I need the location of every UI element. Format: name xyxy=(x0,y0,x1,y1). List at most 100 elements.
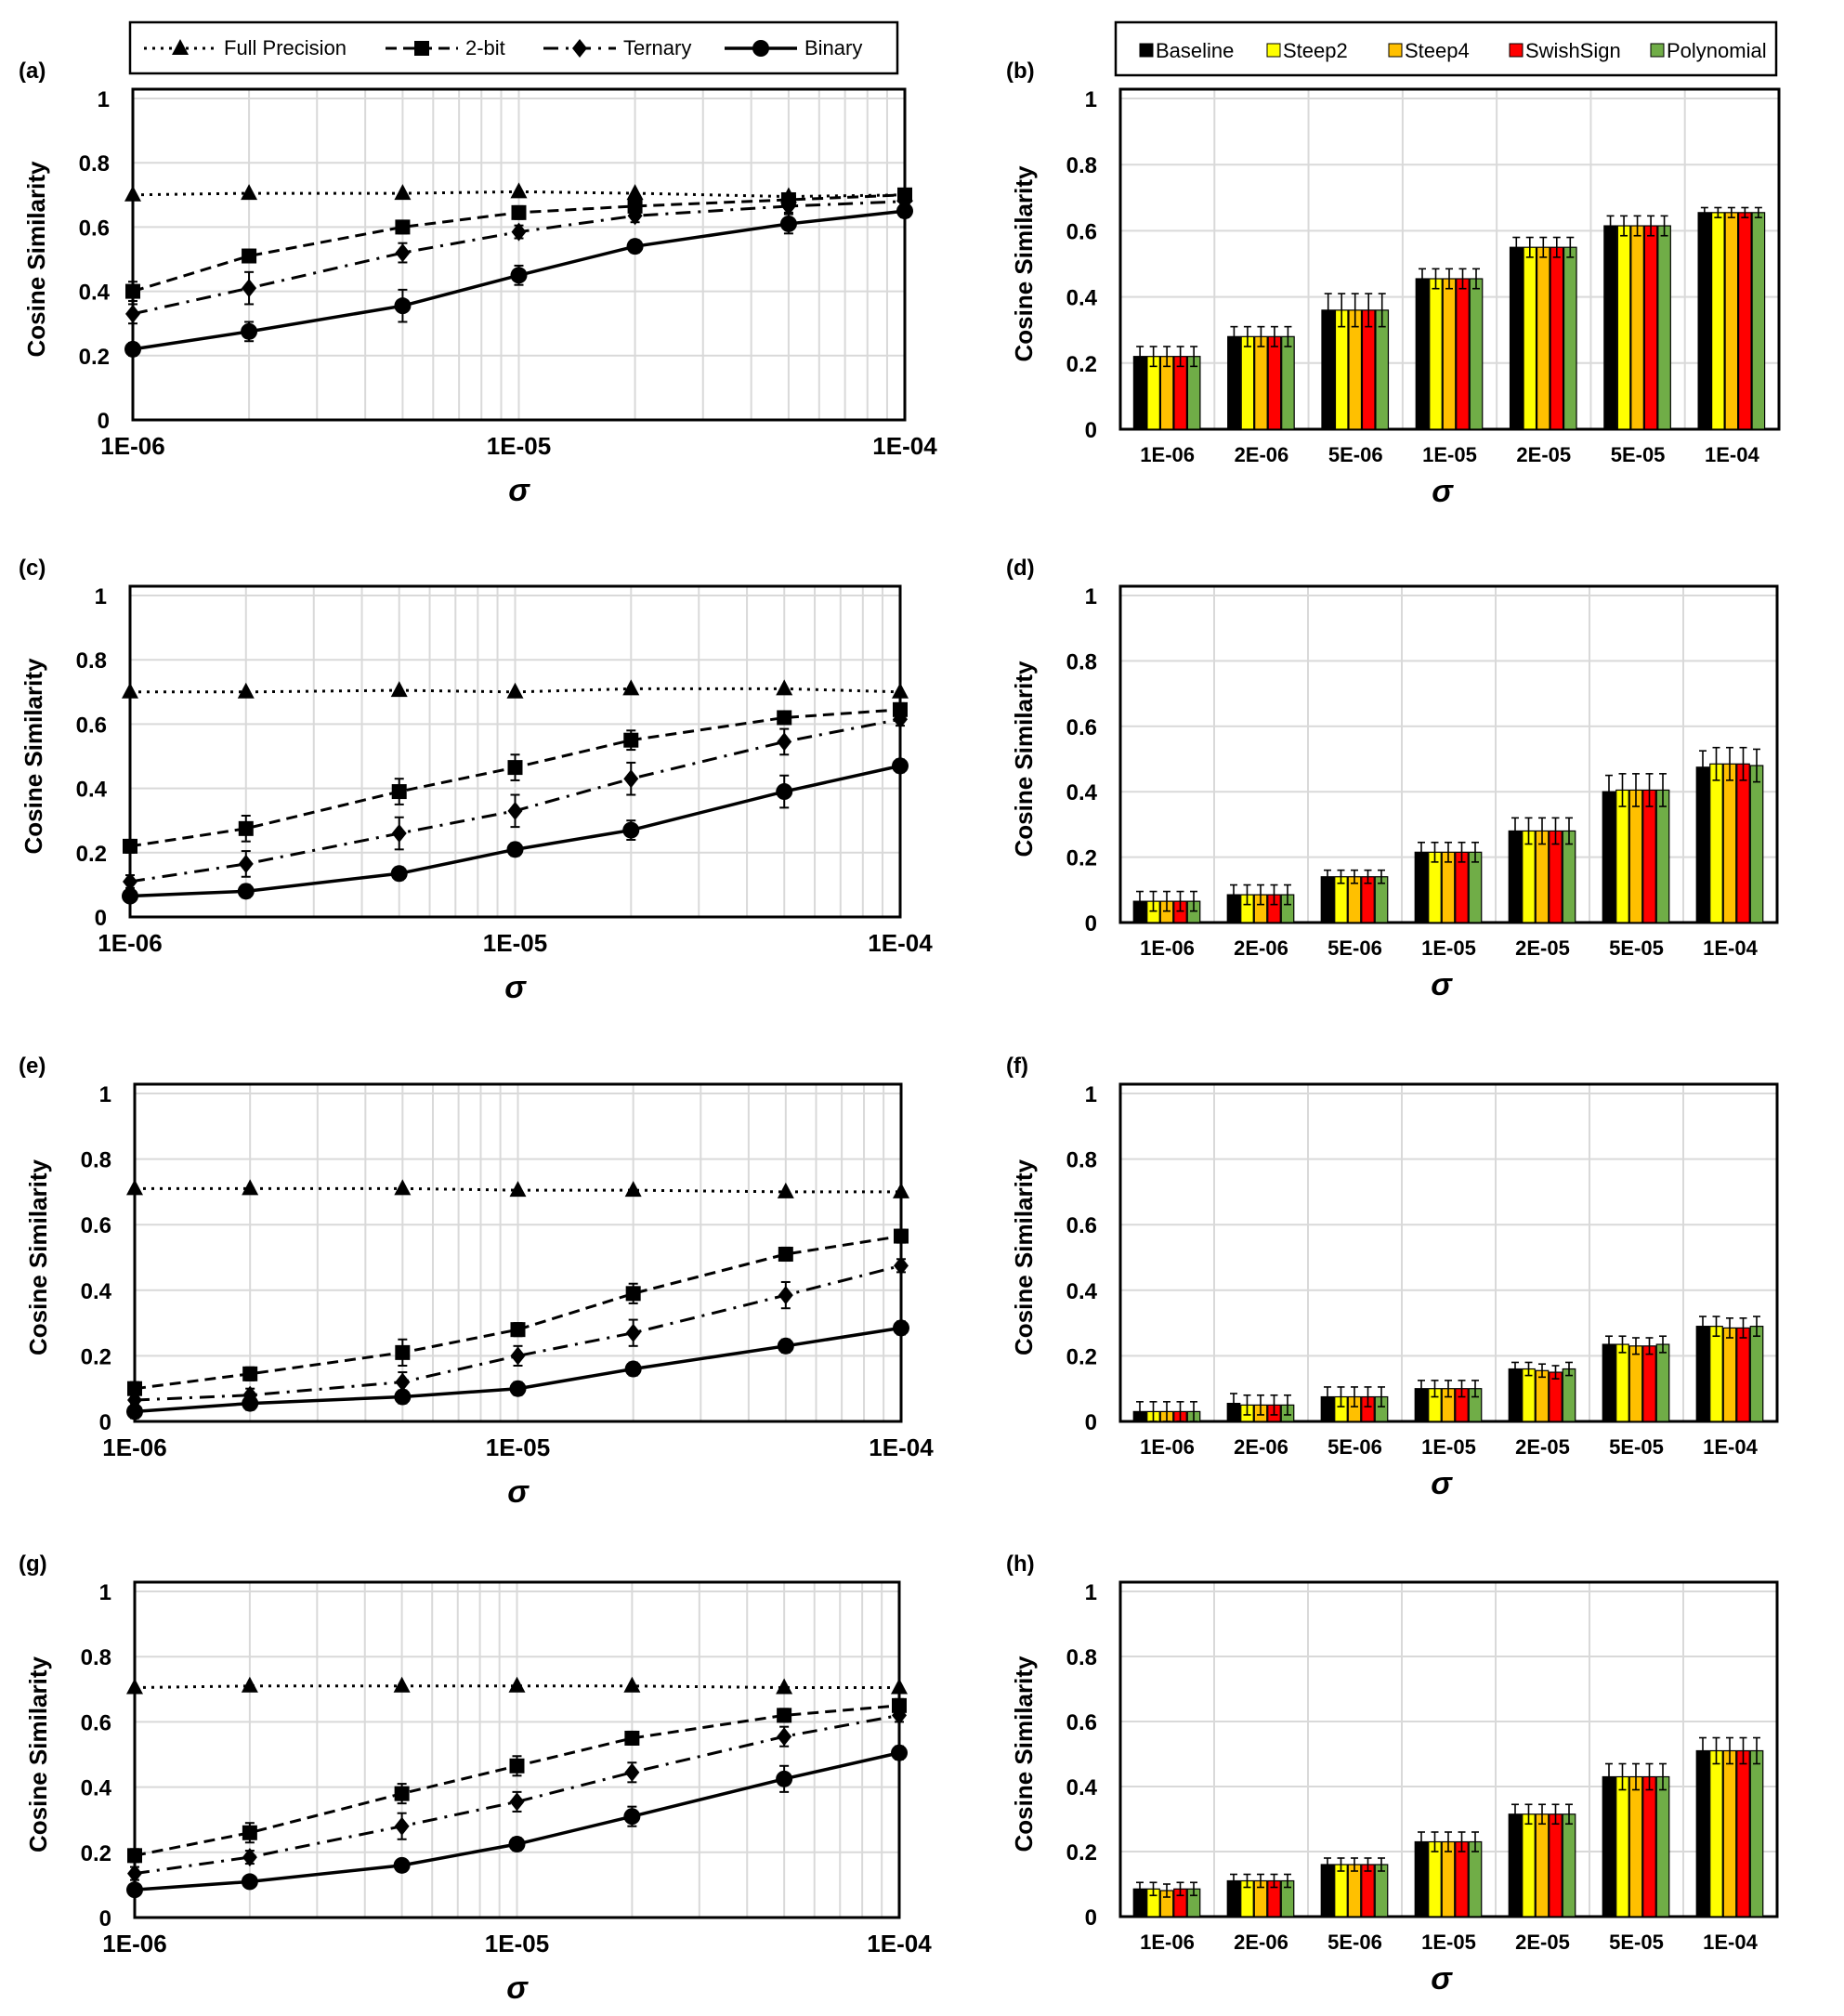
y-tick-label: 0.2 xyxy=(1066,1344,1097,1369)
legend-item-baseline: Baseline xyxy=(1139,39,1234,62)
x-tick-label: 5E-05 xyxy=(1609,936,1664,960)
y-tick-label: 0.6 xyxy=(76,713,107,738)
data-point-triangle xyxy=(623,1676,641,1693)
y-tick-label: 1 xyxy=(1085,87,1097,112)
series-ternary xyxy=(123,710,908,891)
bar-polynomial xyxy=(1186,356,1201,430)
bar-steep2 xyxy=(1334,309,1349,430)
data-point-circle xyxy=(506,841,524,858)
x-tick-label: 1E-06 xyxy=(102,1930,166,1957)
data-point-diamond xyxy=(777,1727,792,1747)
bar-baseline xyxy=(1695,766,1710,923)
bar-steep2 xyxy=(1615,1775,1629,1918)
data-point-square xyxy=(511,204,527,220)
data-point-diamond xyxy=(242,279,257,298)
x-tick-label: 1E-06 xyxy=(1140,1931,1195,1954)
data-point-diamond xyxy=(893,710,908,729)
legend-triangle-marker xyxy=(172,39,189,55)
legend-item-2-bit: 2-bit xyxy=(386,36,505,59)
bar-steep4 xyxy=(1722,1327,1737,1422)
data-point-square xyxy=(778,1246,793,1262)
x-axis-title: σ xyxy=(1431,1961,1453,1996)
data-point-triangle xyxy=(893,1182,909,1198)
x-tick-label: 1E-04 xyxy=(868,929,933,957)
data-point-circle xyxy=(393,1856,411,1874)
y-tick-label: 0.4 xyxy=(79,281,111,306)
legend-item-full-precision: Full Precision xyxy=(144,36,347,59)
bar-swishsign xyxy=(1550,246,1564,430)
x-tick-label: 1E-05 xyxy=(483,929,547,957)
data-point-circle xyxy=(891,1744,908,1761)
data-point-square xyxy=(242,248,257,264)
bar-steep2 xyxy=(1522,1368,1536,1422)
panel-b: 0 0.2 0.4 0.6 0.8 1 Cosine Similarity 1E-06 2E-0… xyxy=(1006,59,1781,509)
data-point-diamond xyxy=(394,1816,410,1836)
data-point-triangle xyxy=(509,1181,527,1198)
y-tick-label: 0.4 xyxy=(1066,1775,1098,1800)
y-tick-label: 0.4 xyxy=(1066,780,1098,805)
bar-steep4 xyxy=(1535,1813,1550,1918)
data-point-triangle xyxy=(891,1678,908,1695)
bar-steep4 xyxy=(1722,763,1737,923)
data-point-circle xyxy=(126,1881,143,1899)
x-tick-label: 1E-06 xyxy=(1140,936,1195,960)
data-point-circle xyxy=(510,267,528,284)
data-point-circle xyxy=(241,322,258,340)
data-point-circle xyxy=(776,783,793,801)
data-point-diamond xyxy=(509,1792,525,1812)
y-tick-label: 0 xyxy=(95,906,107,931)
panel-label: (f) xyxy=(1006,1054,1028,1079)
legend-label: Baseline xyxy=(1156,39,1234,62)
bar-steep4 xyxy=(1442,278,1457,430)
data-point-diamond xyxy=(780,196,796,216)
data-point-square xyxy=(242,1366,258,1381)
panel-label: (a) xyxy=(19,59,46,84)
data-point-circle xyxy=(776,1770,793,1787)
x-tick-label: 1E-06 xyxy=(1140,1435,1195,1459)
y-tick-label: 0.8 xyxy=(1066,153,1097,178)
panel-label: (e) xyxy=(19,1054,46,1079)
data-point-diamond xyxy=(894,1256,909,1276)
data-point-diamond xyxy=(238,854,254,873)
bar-steep4 xyxy=(1536,246,1550,430)
data-point-diamond xyxy=(395,1372,411,1392)
legend-label: 2-bit xyxy=(465,36,505,59)
y-tick-label: 1 xyxy=(95,584,107,609)
bar-polynomial xyxy=(1374,1864,1389,1918)
bar-baseline xyxy=(1603,225,1617,430)
data-point-square xyxy=(395,1344,411,1360)
data-point-triangle xyxy=(242,1179,259,1196)
bar-polynomial xyxy=(1655,1775,1670,1918)
legend-label: Steep4 xyxy=(1405,39,1470,62)
legend-item-polynomial: Polynomial xyxy=(1650,39,1767,62)
data-point-square xyxy=(777,1708,792,1723)
y-axis-title: Cosine Similarity xyxy=(22,161,50,357)
series-full-precision xyxy=(126,1676,908,1695)
series-ternary xyxy=(127,1706,907,1883)
panel-label: (d) xyxy=(1006,556,1035,581)
data-point-square xyxy=(242,1825,257,1840)
data-point-square xyxy=(125,283,140,299)
data-point-square xyxy=(623,732,639,748)
y-tick-label: 1 xyxy=(1085,1580,1097,1605)
bar-steep2 xyxy=(1709,1326,1723,1422)
data-point-square xyxy=(625,1286,641,1302)
series-binary xyxy=(122,757,909,905)
data-point-triangle xyxy=(241,1676,258,1693)
data-point-circle xyxy=(508,1836,526,1853)
data-point-diamond xyxy=(391,824,407,844)
x-axis-title: σ xyxy=(1432,474,1454,509)
bar-polynomial xyxy=(1749,1749,1764,1918)
x-tick-label: 5E-06 xyxy=(1328,443,1383,466)
y-tick-label: 0.8 xyxy=(1066,1645,1097,1670)
panel-h: 0 0.2 0.4 0.6 0.8 1 Cosine Similarity 1E-06 2E-0… xyxy=(1006,1551,1779,1996)
bar-steep4 xyxy=(1630,225,1644,430)
legend-circle-marker xyxy=(752,40,769,57)
x-tick-label: 2E-06 xyxy=(1234,936,1288,960)
data-point-circle xyxy=(623,1808,641,1826)
x-tick-label: 1E-04 xyxy=(1703,1931,1758,1954)
legend-swatch xyxy=(1266,43,1281,58)
data-point-circle xyxy=(124,340,141,358)
bar-steep4 xyxy=(1724,212,1739,430)
panel-f: 0 0.2 0.4 0.6 0.8 1 Cosine Similarity 1E-06 2E-0… xyxy=(1006,1054,1779,1501)
